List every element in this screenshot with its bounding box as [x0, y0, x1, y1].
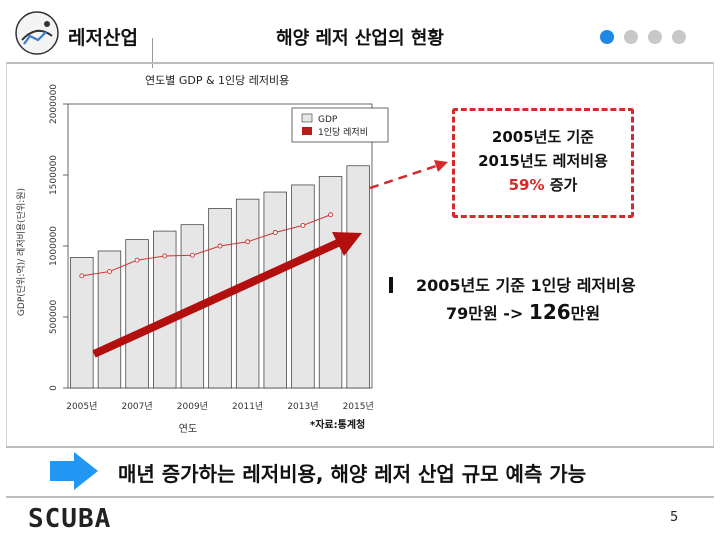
gdp-bar: [291, 184, 315, 389]
gdp-bar: [125, 239, 149, 389]
page-number: 5: [670, 510, 679, 525]
x-axis: 2005년 2007년 2009년 2011년 2013년 2015년: [66, 401, 374, 412]
leisure-cost-point: [162, 253, 168, 259]
y-axis-label: GDP(단위:억)/ 레저비용(단위:원): [15, 188, 27, 316]
gdp-bars: [70, 165, 370, 389]
header-rule: [6, 62, 714, 64]
leisure-cost-point: [300, 222, 306, 228]
callout-line-2: 2015년도 레저비용: [478, 152, 608, 170]
conclusion-banner: 매년 증가하는 레저비용, 해양 레저 산업 규모 예측 가능: [118, 462, 587, 486]
x-tick-label: 2009년: [177, 401, 208, 412]
gdp-bar: [346, 165, 370, 389]
x-tick-label: 2007년: [121, 401, 152, 412]
x-tick-label: 2011년: [232, 401, 263, 412]
footer-rule: [6, 496, 714, 498]
bullet-bar: [389, 277, 393, 293]
x-axis-label: 연도: [179, 423, 197, 435]
cost-2015-unit: 만원: [570, 304, 601, 323]
gdp-bar: [70, 257, 94, 389]
nav-dot-4[interactable]: [672, 30, 686, 44]
y-tick-label: 1500000: [49, 155, 59, 195]
cost-2015-number: 126: [528, 300, 571, 324]
chart-title: 연도별 GDP & 1인당 레저비용: [145, 74, 290, 87]
nav-dot-1[interactable]: [600, 30, 614, 44]
trend-arrow: [92, 232, 362, 358]
slide-header: 레저산업 해양 레저 산업의 현황: [0, 0, 720, 68]
callout-percent: 59%: [508, 176, 545, 194]
arrow-right-icon: [50, 452, 98, 490]
x-tick-label: 2005년: [66, 401, 97, 412]
x-tick-label: 2015년: [343, 401, 374, 412]
callout-line-3: 59% 증가: [452, 174, 634, 195]
leisure-cost-point: [217, 243, 223, 249]
frame-left: [6, 62, 7, 446]
gdp-bar: [153, 230, 177, 389]
y-tick-label: 1000000: [49, 226, 59, 266]
cost-comparison-title: 2005년도 기준 1인당 레저비용: [416, 276, 636, 295]
banner-rule: [6, 446, 714, 448]
callout-connector: [369, 160, 448, 190]
legend-swatch-leisure: [302, 127, 312, 135]
leisure-cost-point: [328, 212, 333, 218]
leisure-cost-point: [245, 239, 251, 245]
nav-dot-2[interactable]: [624, 30, 638, 44]
slide-title: 해양 레저 산업의 현황: [276, 28, 444, 49]
leisure-cost-line: [79, 212, 333, 279]
legend-label-gdp: GDP: [318, 115, 338, 125]
cost-comparison-values: 79만원 -> 126만원: [446, 300, 600, 324]
gdp-bar: [263, 191, 287, 389]
leisure-cost-point: [134, 257, 140, 263]
leisure-cost-point: [107, 269, 112, 275]
legend-swatch-gdp: [301, 113, 313, 123]
legend-box: [291, 107, 389, 143]
gdp-bar: [318, 176, 343, 389]
leisure-cost-point: [272, 230, 278, 235]
legend-label-leisure: 1인당 레저비: [318, 127, 368, 138]
diving-logo-icon: [15, 11, 59, 55]
gdp-bar: [235, 198, 260, 389]
frame-right: [713, 62, 714, 446]
x-tick-label: 2013년: [287, 401, 318, 412]
y-tick-label: 0: [49, 385, 59, 391]
cost-arrow: ->: [497, 304, 529, 323]
nav-dot-3[interactable]: [648, 30, 662, 44]
header-divider: [152, 38, 153, 68]
section-title: 레저산업: [68, 27, 138, 49]
chart-legend: GDP 1인당 레저비: [291, 107, 389, 143]
cost-2005: 79만원: [446, 304, 498, 323]
y-tick-label: 2000000: [49, 84, 59, 124]
leisure-cost-point: [189, 252, 195, 258]
source-note: *자료:통계청: [310, 420, 366, 431]
y-tick-label: 500000: [49, 300, 59, 335]
callout-line-1: 2005년도 기준: [491, 128, 595, 146]
scuba-logo: SCUBA: [28, 504, 112, 534]
leisure-cost-polyline: [81, 214, 331, 277]
callout-box: [452, 108, 634, 218]
callout-suffix: 증가: [544, 176, 578, 194]
leisure-cost-point: [79, 273, 85, 279]
